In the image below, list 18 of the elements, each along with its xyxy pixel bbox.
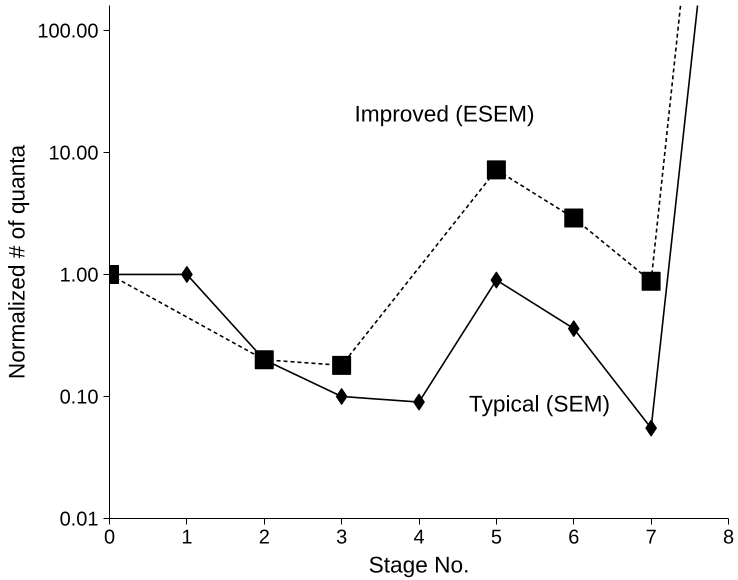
y-tick-label: 1.00 [60, 264, 99, 286]
x-tick-label: 3 [336, 526, 348, 548]
x-tick-label: 6 [568, 526, 580, 548]
y-tick-label: 10.00 [48, 142, 99, 164]
y-tick-label: 0.10 [60, 386, 99, 408]
x-tick-label: 2 [258, 526, 270, 548]
y-tick-label: 0.01 [60, 508, 99, 530]
x-tick-label: 7 [646, 526, 657, 548]
x-tick-label: 1 [181, 526, 192, 548]
x-tick-label: 5 [490, 526, 502, 548]
x-tick-label: 4 [413, 526, 425, 548]
y-tick-label: 100.00 [37, 20, 98, 42]
series-label: Improved (ESEM) [354, 100, 535, 126]
x-tick-label: 8 [722, 526, 734, 548]
x-tick-label: 0 [104, 526, 116, 548]
y-axis-title: Normalized # of quanta [3, 144, 30, 380]
series-label: Typical (SEM) [469, 390, 610, 416]
x-axis-title: Stage No. [368, 552, 470, 578]
